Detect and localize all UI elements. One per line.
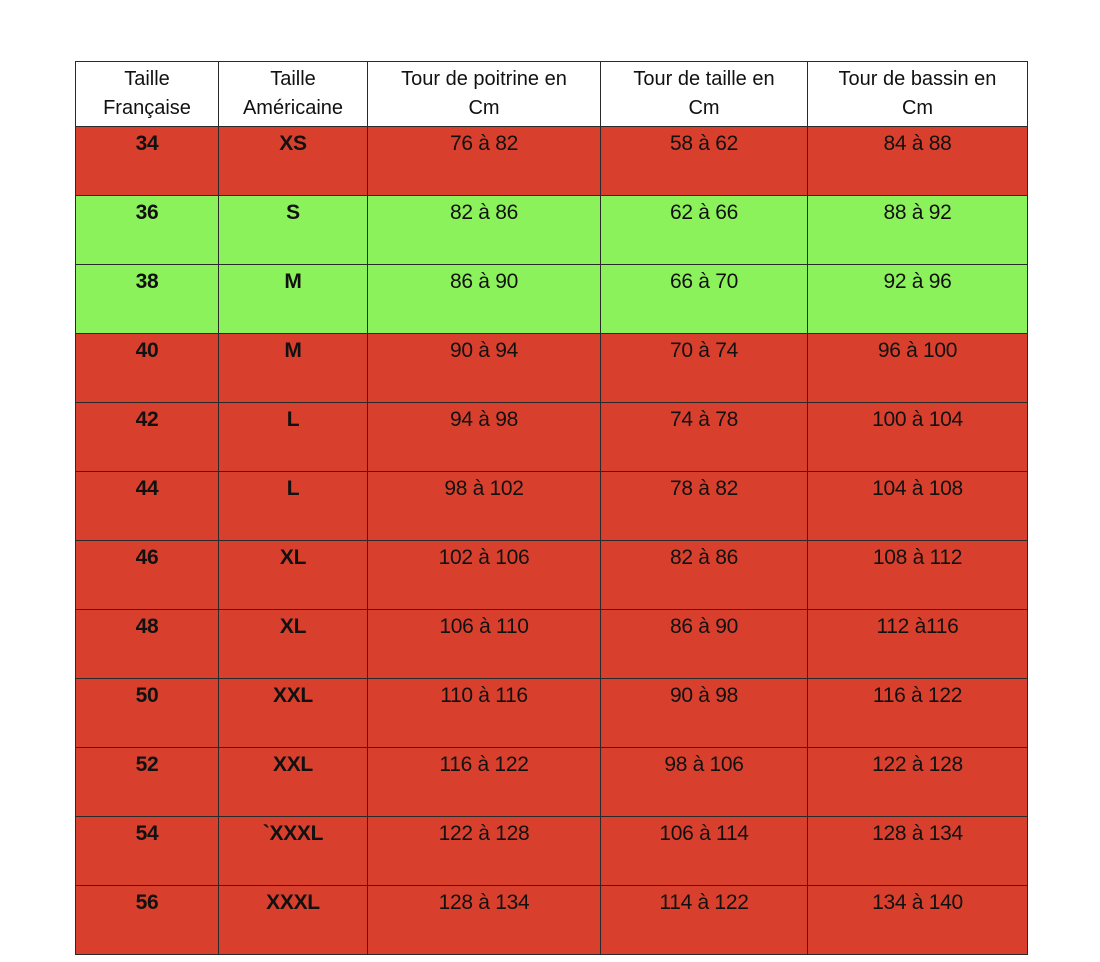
cell-waist: 86 à 90 [600, 609, 808, 679]
cell-chest: 76 à 82 [367, 126, 601, 196]
cell-french-size: 48 [75, 609, 219, 679]
cell-american-size: L [218, 471, 368, 541]
header-line: Tour de taille en [633, 68, 775, 90]
header-line: Cm [688, 97, 720, 119]
cell-chest: 128 à 134 [367, 885, 601, 955]
cell-american-size: XL [218, 540, 368, 610]
table-row: 44 L 98 à 102 78 à 82 104 à 108 [75, 471, 1028, 541]
table-row: 46 XL 102 à 106 82 à 86 108 à 112 [75, 540, 1028, 610]
table-row: 38 M 86 à 90 66 à 70 92 à 96 [75, 264, 1028, 334]
cell-french-size: 50 [75, 678, 219, 748]
table-row: 54 `XXXL 122 à 128 106 à 114 128 à 134 [75, 816, 1028, 886]
table-row: 50 XXL 110 à 116 90 à 98 116 à 122 [75, 678, 1028, 748]
table-header: Taille Française Taille Américaine Tour de… [75, 61, 1028, 127]
table-row: 34 XS 76 à 82 58 à 62 84 à 88 [75, 126, 1028, 196]
cell-french-size: 56 [75, 885, 219, 955]
table-row: 56 XXXL 128 à 134 114 à 122 134 à 140 [75, 885, 1028, 955]
cell-hips: 84 à 88 [807, 126, 1028, 196]
cell-chest: 106 à 110 [367, 609, 601, 679]
cell-waist: 114 à 122 [600, 885, 808, 955]
cell-chest: 90 à 94 [367, 333, 601, 403]
cell-waist: 90 à 98 [600, 678, 808, 748]
header-french-size: Taille Française [75, 61, 219, 127]
cell-french-size: 54 [75, 816, 219, 886]
cell-waist: 70 à 74 [600, 333, 808, 403]
cell-hips: 104 à 108 [807, 471, 1028, 541]
cell-hips: 122 à 128 [807, 747, 1028, 817]
cell-french-size: 38 [75, 264, 219, 334]
header-waist: Tour de taille en Cm [600, 61, 808, 127]
cell-waist: 66 à 70 [600, 264, 808, 334]
header-line: Cm [468, 97, 500, 119]
table-row: 40 M 90 à 94 70 à 74 96 à 100 [75, 333, 1028, 403]
table-body: 34 XS 76 à 82 58 à 62 84 à 88 36 S 82 à 86 62 à … [75, 126, 1028, 955]
cell-american-size: L [218, 402, 368, 472]
header-line: Française [103, 97, 191, 119]
cell-hips: 88 à 92 [807, 195, 1028, 265]
header-chest: Tour de poitrine en Cm [367, 61, 601, 127]
header-american-size: Taille Américaine [218, 61, 368, 127]
cell-french-size: 34 [75, 126, 219, 196]
cell-french-size: 42 [75, 402, 219, 472]
table-row: 36 S 82 à 86 62 à 66 88 à 92 [75, 195, 1028, 265]
table-row: 48 XL 106 à 110 86 à 90 112 à116 [75, 609, 1028, 679]
cell-chest: 116 à 122 [367, 747, 601, 817]
cell-waist: 78 à 82 [600, 471, 808, 541]
cell-chest: 122 à 128 [367, 816, 601, 886]
cell-hips: 128 à 134 [807, 816, 1028, 886]
header-line: Américaine [242, 97, 344, 119]
cell-chest: 110 à 116 [367, 678, 601, 748]
cell-american-size: XXL [218, 747, 368, 817]
cell-chest: 102 à 106 [367, 540, 601, 610]
cell-chest: 98 à 102 [367, 471, 601, 541]
header-line: Tour de bassin en [838, 68, 997, 90]
cell-american-size: XXXL [218, 885, 368, 955]
cell-chest: 86 à 90 [367, 264, 601, 334]
cell-chest: 82 à 86 [367, 195, 601, 265]
cell-american-size: XXL [218, 678, 368, 748]
cell-hips: 96 à 100 [807, 333, 1028, 403]
cell-french-size: 46 [75, 540, 219, 610]
cell-waist: 82 à 86 [600, 540, 808, 610]
header-line: Taille [124, 68, 170, 90]
cell-waist: 58 à 62 [600, 126, 808, 196]
cell-american-size: XL [218, 609, 368, 679]
cell-american-size: `XXXL [218, 816, 368, 886]
header-line: Taille [270, 68, 316, 90]
cell-chest: 94 à 98 [367, 402, 601, 472]
table-row: 52 XXL 116 à 122 98 à 106 122 à 128 [75, 747, 1028, 817]
cell-waist: 98 à 106 [600, 747, 808, 817]
size-chart-table: Taille Française Taille Américaine Tour de… [75, 61, 1028, 955]
cell-hips: 108 à 112 [807, 540, 1028, 610]
header-hips: Tour de bassin en Cm [807, 61, 1028, 127]
cell-american-size: XS [218, 126, 368, 196]
cell-waist: 74 à 78 [600, 402, 808, 472]
cell-hips: 100 à 104 [807, 402, 1028, 472]
cell-french-size: 52 [75, 747, 219, 817]
cell-hips: 116 à 122 [807, 678, 1028, 748]
cell-hips: 112 à116 [807, 609, 1028, 679]
cell-hips: 134 à 140 [807, 885, 1028, 955]
cell-french-size: 36 [75, 195, 219, 265]
cell-american-size: S [218, 195, 368, 265]
header-line: Tour de poitrine en [401, 68, 567, 90]
cell-french-size: 40 [75, 333, 219, 403]
table-row: 42 L 94 à 98 74 à 78 100 à 104 [75, 402, 1028, 472]
cell-waist: 106 à 114 [600, 816, 808, 886]
cell-waist: 62 à 66 [600, 195, 808, 265]
header-line: Cm [901, 97, 934, 119]
cell-american-size: M [218, 264, 368, 334]
cell-american-size: M [218, 333, 368, 403]
cell-hips: 92 à 96 [807, 264, 1028, 334]
cell-french-size: 44 [75, 471, 219, 541]
header-row: Taille Française Taille Américaine Tour de… [75, 61, 1028, 127]
